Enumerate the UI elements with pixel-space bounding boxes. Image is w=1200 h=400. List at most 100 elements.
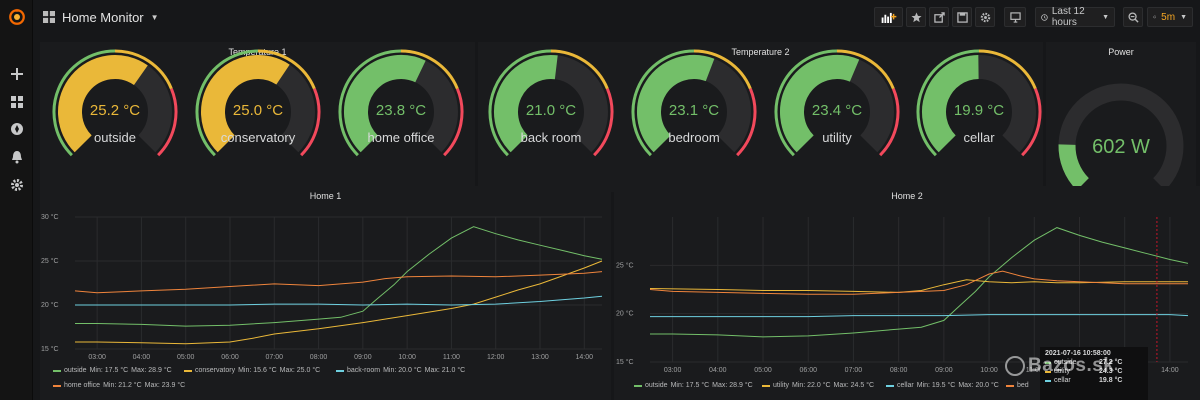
series-swatch — [1006, 384, 1014, 387]
series-swatch — [336, 369, 344, 372]
legend-item-outside[interactable]: outside Min: 17.5 °C Max: 28.9 °C — [53, 367, 172, 374]
legend-item-cellar[interactable]: cellar Min: 19.5 °C Max: 20.0 °C — [886, 382, 999, 389]
threshold-red — [736, 88, 757, 157]
time-range-label: Last 12 hours — [1051, 6, 1085, 28]
x-tick-label: 14:00 — [576, 354, 594, 361]
legend-item-utility[interactable]: utility Min: 22.0 °C Max: 24.5 °C — [762, 382, 874, 389]
watermark-logo-icon — [1005, 355, 1025, 376]
legend-series-name: utility — [773, 382, 789, 389]
create-plus-icon[interactable] — [0, 63, 33, 85]
legend-item-outside[interactable]: outside Min: 17.5 °C Max: 28.9 °C — [634, 382, 753, 389]
gauge-arc — [774, 49, 900, 157]
time-range-picker[interactable]: Last 12 hours ▼ — [1035, 6, 1115, 28]
threshold-yellow — [836, 49, 895, 90]
series-line-back-room — [75, 295, 603, 306]
legend-item-back-room[interactable]: back-room Min: 20.0 °C Max: 21.0 °C — [336, 367, 465, 374]
gauge-home-office: 23.8 °C home office — [335, 42, 467, 192]
refresh-picker[interactable]: 5m ▼ — [1147, 7, 1193, 27]
gauge-arc — [916, 49, 1042, 157]
series-swatch — [1045, 370, 1051, 373]
legend-item-home-office[interactable]: home office Min: 21.2 °C Max: 23.9 °C — [53, 382, 185, 389]
add-panel-icon — [881, 12, 896, 23]
dashboards-icon[interactable] — [0, 91, 33, 113]
threshold-yellow — [978, 49, 1037, 90]
explore-compass-icon[interactable] — [0, 118, 33, 140]
gauge-power: 602 W — [1055, 42, 1187, 192]
threshold-yellow — [693, 49, 752, 90]
legend-min: Min: 20.0 °C — [383, 367, 422, 374]
panel-title-temperature-2: Temperature 2 — [731, 47, 790, 57]
series-line-cellar — [650, 314, 1189, 318]
x-tick-label: 07:00 — [845, 367, 863, 374]
y-tick-label: 20 °C — [616, 310, 634, 318]
graph-canvas[interactable]: 15 °C 20 °C 25 °C 03:00 04:00 05:00 06:00 07:00… — [614, 186, 1200, 400]
legend-series-name: outside — [64, 367, 87, 374]
dashboard-title-picker[interactable]: Home Monitor ▼ — [43, 8, 159, 26]
series-line-home-office — [74, 271, 603, 294]
caret-down-icon: ▼ — [150, 12, 159, 22]
gauge-value: 602 W — [1092, 136, 1150, 158]
gauge-fill — [201, 55, 290, 153]
legend-max: Max: 20.0 °C — [958, 382, 999, 389]
x-tick-label: 05:00 — [754, 367, 772, 374]
tooltip-row: outside 27.2 °C — [1045, 359, 1143, 366]
legend-series-name: bed — [1017, 382, 1029, 389]
gauge-fill — [1058, 144, 1090, 191]
alerting-bell-icon[interactable] — [0, 146, 33, 168]
cycle-view-mode-button[interactable] — [1004, 7, 1026, 27]
save-button[interactable] — [952, 7, 972, 27]
panel-home-1[interactable]: Home 1 15 °C 20 °C 25 °C 30 °C 03:00 04:00 05:… — [40, 186, 611, 400]
gauge-cellar: 19.9 °C cellar — [913, 42, 1045, 192]
dashboard-title: Home Monitor — [62, 9, 144, 25]
x-tick-label: 06:00 — [221, 354, 239, 361]
monitor-icon — [1009, 11, 1021, 23]
gauge-arc — [338, 49, 464, 157]
legend-min: Min: 22.0 °C — [791, 382, 831, 389]
share-button[interactable] — [929, 7, 949, 27]
series-swatch — [53, 369, 61, 372]
series-swatch — [886, 384, 894, 387]
legend-series-name: back-room — [347, 367, 381, 374]
gauge-fill — [922, 55, 980, 153]
grafana-logo-icon[interactable] — [0, 6, 33, 28]
x-tick-label: 07:00 — [266, 354, 284, 361]
gauge-value: 19.9 °C — [953, 102, 1005, 119]
legend-item-conservatory[interactable]: conservatory Min: 15.6 °C Max: 25.0 °C — [184, 367, 320, 374]
legend-min: Min: 21.2 °C — [103, 382, 142, 389]
threshold-yellow — [257, 49, 316, 90]
dashboard-grid-icon — [43, 11, 55, 23]
x-tick-label: 08:00 — [890, 367, 908, 374]
refresh-icon — [1153, 15, 1156, 19]
gauge-value: 23.1 °C — [668, 102, 720, 119]
y-tick-label: 25 °C — [41, 257, 59, 265]
configuration-gear-icon[interactable] — [0, 174, 33, 196]
panel-title-home-1: Home 1 — [309, 191, 342, 201]
gauge-label: conservatory — [220, 130, 296, 145]
threshold-red — [157, 88, 178, 157]
x-tick-label: 11:00 — [443, 354, 460, 361]
gauge-arc — [1058, 83, 1184, 191]
zoom-out-button[interactable] — [1123, 7, 1143, 27]
legend-min: Min: 19.5 °C — [916, 382, 956, 389]
series-swatch — [53, 384, 61, 387]
threshold-red — [593, 88, 614, 157]
settings-button[interactable] — [975, 7, 995, 27]
legend-min: Min: 17.5 °C — [89, 367, 129, 374]
threshold-yellow — [400, 49, 459, 90]
star-button[interactable] — [906, 7, 926, 27]
threshold-yellow — [550, 49, 609, 90]
tooltip-series-name: cellar — [1054, 377, 1071, 384]
x-tick-label: 03:00 — [88, 354, 106, 361]
gauge-fill — [494, 55, 558, 153]
legend-series-name: home office — [64, 382, 101, 389]
x-tick-label: 13:00 — [531, 354, 549, 361]
add-panel-button[interactable] — [874, 7, 903, 27]
legend-series-name: cellar — [897, 382, 914, 389]
legend-item-bedroom-truncated[interactable]: bed — [1006, 382, 1029, 389]
y-tick-label: 20 °C — [41, 301, 59, 309]
y-tick-label: 15 °C — [41, 345, 59, 353]
graph-canvas[interactable]: 15 °C 20 °C 25 °C 30 °C 03:00 04:00 05:00 06:00… — [40, 186, 611, 400]
legend-max: Max: 21.0 °C — [424, 367, 466, 374]
series-line-conservatory — [75, 260, 603, 345]
gauge-utility: 23.4 °C utility — [771, 42, 903, 192]
